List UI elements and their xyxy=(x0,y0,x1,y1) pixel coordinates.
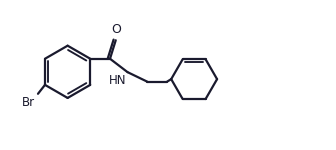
Text: Br: Br xyxy=(22,96,35,109)
Text: HN: HN xyxy=(109,74,126,87)
Text: O: O xyxy=(111,23,121,36)
